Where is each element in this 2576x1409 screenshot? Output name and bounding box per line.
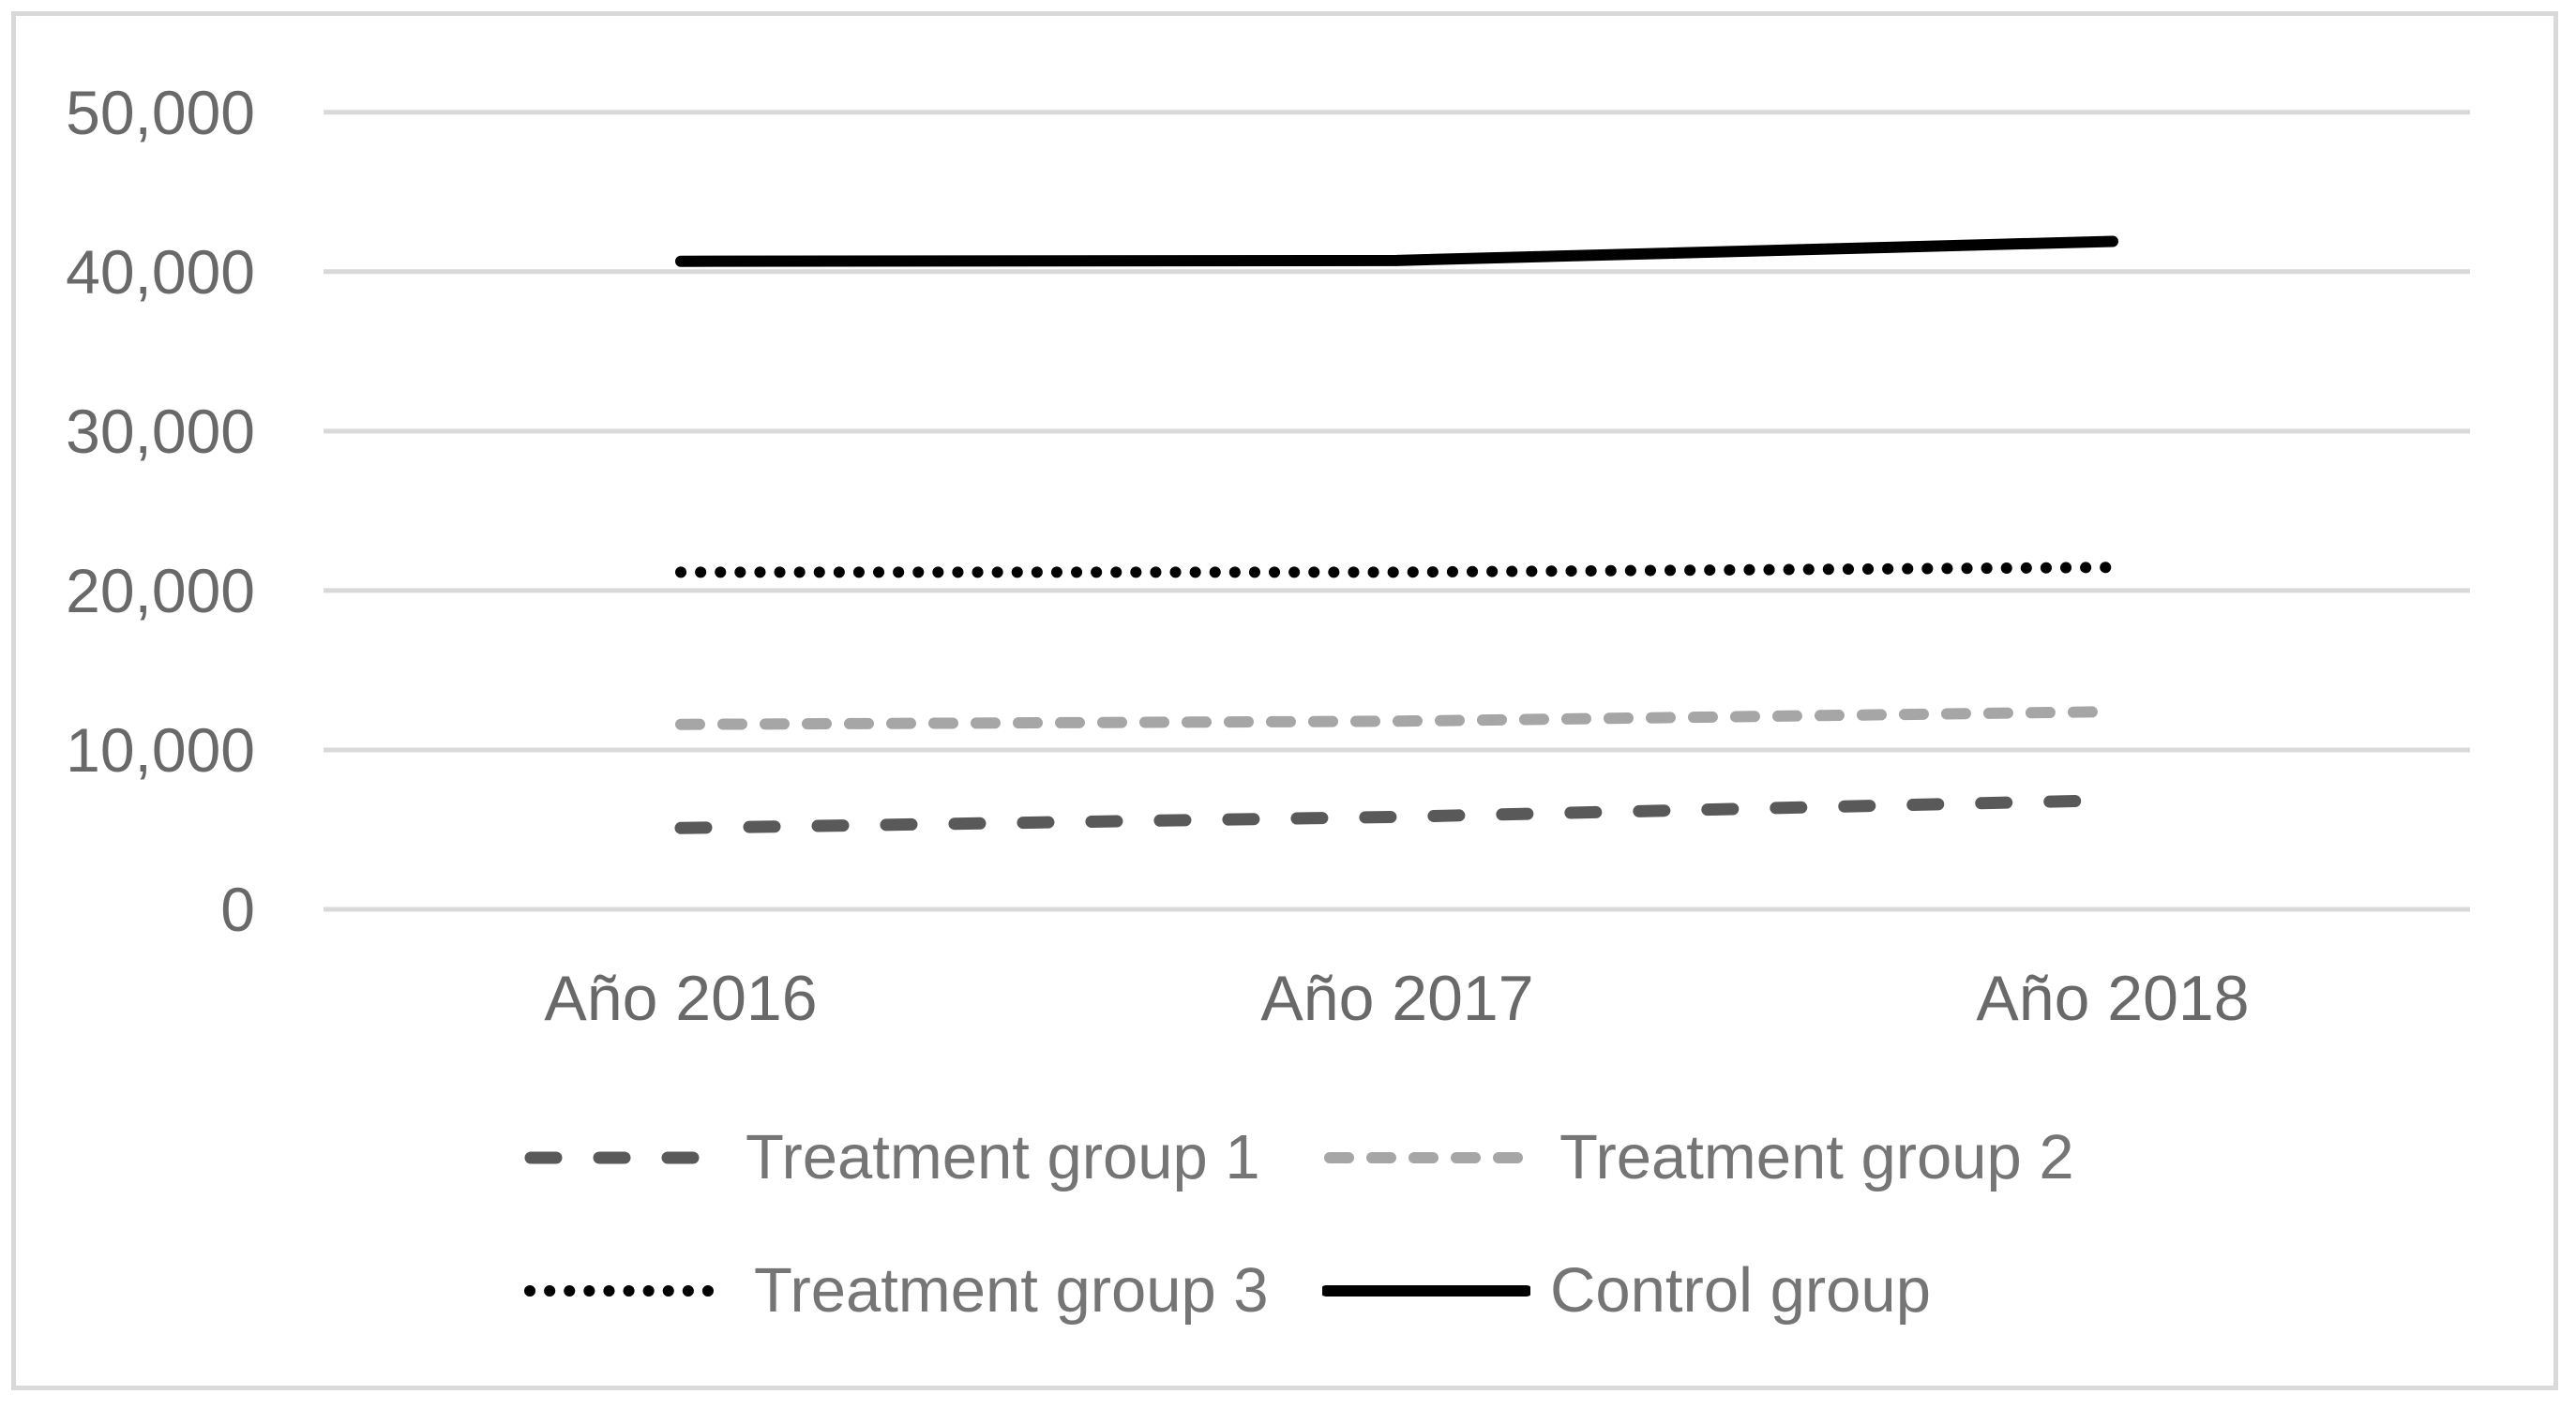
series-line-treatment-group-2 bbox=[675, 706, 2118, 730]
y-tick-0: 0 bbox=[220, 875, 255, 944]
legend-label-treatment-group-1: Treatment group 1 bbox=[746, 1122, 1260, 1192]
x-tick-ano-2016: Año 2016 bbox=[544, 963, 818, 1034]
series-line-treatment-group-3 bbox=[675, 562, 2118, 578]
y-tick-20000: 20,000 bbox=[66, 556, 255, 625]
series-line-control-group bbox=[675, 235, 2118, 267]
legend-swatch-treatment-group-1 bbox=[524, 1151, 702, 1164]
x-tick-ano-2017: Año 2017 bbox=[1260, 963, 1534, 1034]
y-tick-40000: 40,000 bbox=[66, 237, 255, 307]
legend-label-treatment-group-3: Treatment group 3 bbox=[754, 1255, 1269, 1326]
legend-swatch-treatment-group-3 bbox=[524, 1285, 731, 1297]
legend-label-treatment-group-2: Treatment group 2 bbox=[1559, 1122, 2074, 1192]
chart-border bbox=[11, 11, 2558, 1390]
y-tick-10000: 10,000 bbox=[66, 715, 255, 785]
legend-swatch-control-group bbox=[1322, 1285, 1530, 1297]
series-line-treatment-group-1 bbox=[674, 794, 2119, 834]
y-tick-50000: 50,000 bbox=[66, 78, 255, 147]
legend-label-control-group: Control group bbox=[1550, 1255, 1931, 1326]
y-tick-30000: 30,000 bbox=[66, 397, 255, 466]
legend-swatch-treatment-group-2 bbox=[1324, 1152, 1534, 1163]
x-tick-ano-2018: Año 2018 bbox=[1976, 963, 2250, 1034]
